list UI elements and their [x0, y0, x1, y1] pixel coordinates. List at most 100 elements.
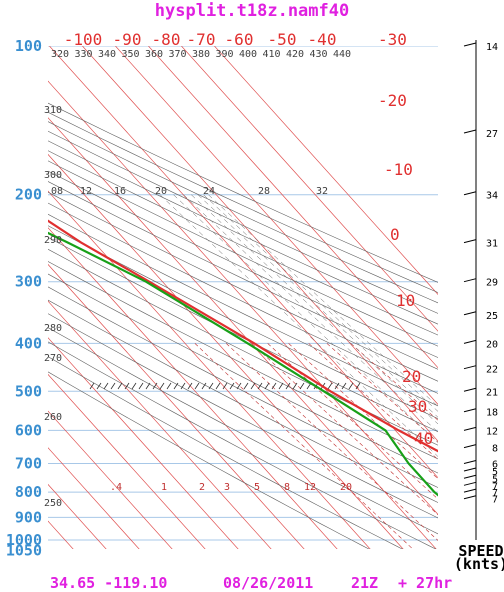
theta-label: 280: [44, 323, 62, 334]
wind-speed-label: 5: [492, 467, 498, 478]
mixing-ratio-label: .4: [110, 482, 122, 493]
mixing-ratio-label: 28: [258, 186, 270, 197]
dry-adiabat: [48, 160, 438, 347]
wind-barb: [463, 488, 477, 493]
isotherm-label: -50: [268, 30, 297, 49]
mixing-ratio-label: 24: [203, 186, 215, 197]
dry-adiabat: [48, 273, 438, 474]
mixing-ratio-label: 20: [340, 482, 352, 493]
isotherm-label: -20: [378, 91, 407, 110]
temperature-profile-line: [48, 219, 438, 453]
speed-units-label: (knts): [454, 555, 504, 573]
pressure-tick-label: 500: [15, 382, 42, 400]
isotherm-line: [214, 46, 438, 295]
dry-adiabat: [48, 181, 438, 370]
mixing-ratio-line: [194, 343, 414, 549]
dry-adiabat: [48, 313, 438, 519]
isotherm-line: [48, 410, 173, 549]
wind-speed-label: 20: [486, 339, 498, 350]
hatch-mark: [201, 382, 207, 390]
dry-adiabat: [48, 170, 438, 358]
hatch-mark: [173, 382, 179, 390]
hatch-mark: [180, 382, 186, 390]
isotherm-label: -30: [378, 30, 407, 49]
hatch-mark: [222, 382, 228, 390]
hatch-mark: [250, 382, 256, 390]
wind-speed-label: 7: [492, 488, 498, 499]
hatch-mark: [208, 382, 214, 390]
isotherm-label: 10: [396, 291, 415, 310]
isotherm-line: [48, 80, 438, 515]
wind-barb: [463, 311, 477, 316]
wind-speed-label: 14: [486, 42, 498, 53]
mixing-ratio-label: 08: [51, 186, 63, 197]
mixing-ratio-line: [288, 343, 438, 480]
upper-mixing-ratio-line: [173, 194, 438, 443]
isotherm-line: [48, 117, 437, 549]
dry-adiabat: [48, 213, 438, 407]
hatch-mark: [257, 382, 263, 390]
hatch-mark: [292, 382, 298, 390]
dry-adiabat: [48, 102, 438, 283]
isotherm-label: -70: [187, 30, 216, 49]
hatch-mark: [194, 382, 200, 390]
grid-layer: [48, 46, 438, 549]
label-layer: 10020030040050060070080090010001050-100-…: [6, 30, 433, 559]
isotherm-label: -40: [308, 30, 337, 49]
theta-label: 400: [239, 49, 257, 60]
wind-barb: [463, 365, 477, 370]
hatch-mark: [341, 382, 347, 390]
dry-adiabat: [48, 111, 438, 293]
dry-adiabat: [48, 191, 438, 382]
wind-barb: [463, 387, 477, 392]
theta-label: 380: [192, 49, 210, 60]
hatch-mark: [264, 382, 270, 390]
dry-adiabat: [48, 202, 438, 394]
mixing-ratio-line: [225, 343, 438, 541]
mixing-ratio-label: 2: [199, 482, 205, 493]
wind-speed-label: 31: [486, 239, 498, 250]
wind-barb: [463, 42, 477, 47]
isotherm-line: [48, 447, 140, 549]
theta-label: 360: [145, 49, 163, 60]
mixing-ratio-line: [326, 343, 438, 443]
mixing-ratio-label: 16: [114, 186, 126, 197]
upper-mixing-ratio-line: [203, 194, 438, 412]
isotherm-line: [48, 190, 371, 549]
theta-label: 320: [51, 49, 69, 60]
dry-adiabat: [48, 121, 438, 304]
isotherm-line: [48, 373, 206, 549]
hatch-mark: [89, 382, 95, 390]
isotherm-label: -60: [225, 30, 254, 49]
hatch-mark: [243, 382, 249, 390]
wind-barb: [463, 408, 477, 413]
isotherm-line: [48, 483, 107, 549]
wind-barb: [463, 191, 477, 196]
wind-barb: [463, 474, 477, 479]
wind-speed-label: 18: [486, 408, 498, 419]
mixing-ratio-label: 12: [80, 186, 92, 197]
pressure-tick-label: 1000: [6, 531, 42, 549]
isotherm-line: [48, 153, 404, 549]
pressure-tick-label: 1050: [6, 541, 42, 559]
isotherm-label: 0: [390, 225, 400, 244]
dry-adiabat: [48, 341, 437, 549]
wind-barb: [463, 239, 477, 244]
dry-adiabat: [48, 225, 438, 419]
hatch-mark: [327, 382, 333, 390]
isotherm-label: 40: [414, 429, 433, 448]
wind-speed-label: 8: [492, 444, 498, 455]
mixing-ratio-label: 12: [304, 482, 316, 493]
dry-adiabat: [48, 327, 438, 535]
isotherm-line: [48, 520, 74, 549]
dewpoint-profile-line: [48, 231, 438, 497]
wind-barb: [463, 459, 477, 464]
hatch-mark: [110, 382, 116, 390]
profile-layer: [48, 219, 438, 497]
wind-barb: [463, 129, 477, 134]
mixing-ratio-label: 1: [161, 482, 167, 493]
footer-forecast: + 27hr: [398, 574, 452, 592]
hatch-mark: [117, 382, 123, 390]
